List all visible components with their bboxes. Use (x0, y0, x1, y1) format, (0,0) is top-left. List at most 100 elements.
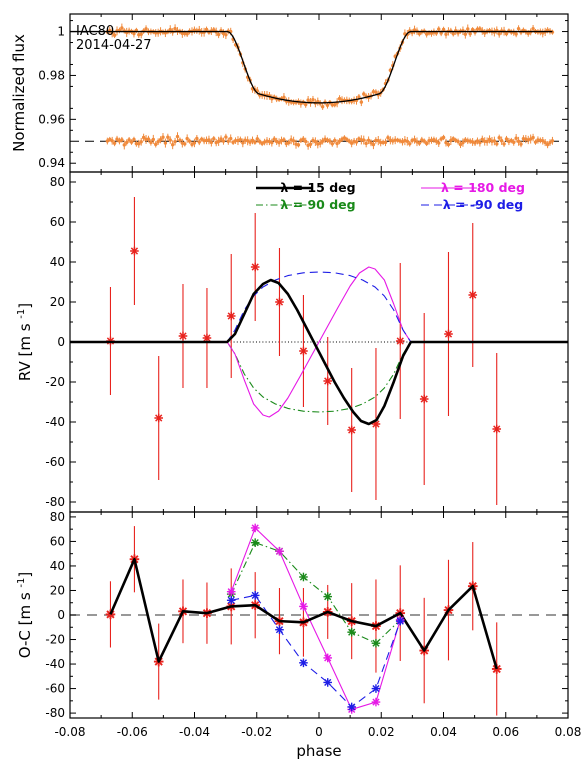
flux-point (451, 137, 455, 141)
rv-point (468, 290, 478, 300)
flux-point (212, 137, 216, 141)
rv-point (130, 246, 139, 256)
transit-model-curve (70, 30, 553, 104)
xtick-label: 0 (315, 725, 323, 739)
flux-point (337, 139, 342, 143)
star-stroke (492, 664, 501, 674)
oc-marker-lam90 (347, 627, 356, 637)
flux-point (362, 92, 366, 96)
xtick-label: -0.04 (179, 725, 210, 739)
flux-point (320, 139, 325, 143)
flux-point (287, 140, 291, 145)
flux-ytick-label: 0.96 (38, 112, 65, 126)
flux-point (270, 140, 274, 145)
flux-point (105, 139, 110, 143)
flux-point (509, 138, 514, 143)
star-stroke (251, 263, 259, 271)
flux-point (441, 27, 446, 32)
star-stroke (372, 639, 380, 647)
flux-point (291, 139, 296, 143)
flux-point (541, 139, 545, 143)
flux-point (519, 142, 523, 146)
star-stroke (179, 332, 187, 340)
flux-point (330, 103, 335, 107)
flux-point (497, 136, 501, 140)
flux-point (248, 140, 252, 144)
rv-ytick-label: -60 (45, 455, 65, 469)
flux-point (499, 139, 504, 143)
star-stroke (420, 395, 428, 403)
flux-point (333, 103, 337, 107)
star-stroke (275, 547, 284, 555)
oc-marker-lamm90 (226, 595, 236, 605)
flux-point (224, 33, 228, 37)
rv-model-lam90 (70, 341, 568, 413)
rv-ytick-label: 40 (50, 255, 65, 269)
oc-ytick-label: -20 (45, 633, 65, 647)
flux-point (226, 139, 230, 143)
rv-ylabel-close: ] (16, 303, 34, 309)
flux-point (120, 138, 124, 142)
flux-point (173, 26, 177, 31)
flux-point (444, 32, 448, 36)
oc-marker-lamm90 (299, 658, 308, 668)
rv-ytick-label: 60 (50, 215, 65, 229)
star-stroke (275, 298, 284, 306)
rv-point (226, 311, 236, 321)
star-stroke (299, 659, 308, 667)
flux-point (304, 102, 308, 107)
rv-point (275, 297, 284, 307)
flux-point (347, 139, 351, 143)
flux-point (531, 26, 535, 31)
flux-point (132, 137, 136, 142)
rv-ytick-label: 0 (57, 335, 65, 349)
rv-point (347, 425, 356, 435)
oc-ylabel-close: ] (16, 572, 34, 578)
flux-point (221, 139, 226, 143)
flux-point (144, 27, 148, 31)
oc-marker-lam180 (250, 523, 260, 533)
oc-ylabel: O-C [m s -1] (16, 572, 34, 659)
flux-point (185, 136, 189, 141)
flux-point (342, 136, 347, 140)
rv-ytick-label: -20 (45, 375, 65, 389)
flux-point (185, 32, 189, 36)
flux-point (495, 142, 499, 146)
flux-point (110, 139, 114, 143)
rv-model-lam180 (70, 266, 568, 418)
oc-series-line-lam15 (109, 557, 498, 670)
flux-series-residuals (105, 132, 555, 150)
flux-point (146, 137, 151, 141)
flux-point (311, 98, 315, 102)
rv-point (444, 329, 453, 339)
flux-point (163, 141, 168, 145)
oc-marker-lam90 (299, 572, 308, 582)
flux-point (366, 138, 371, 142)
flux-point (231, 140, 235, 145)
rv-point (492, 424, 502, 434)
rv-point (419, 394, 429, 404)
flux-point (199, 137, 204, 141)
flux-point (149, 140, 153, 145)
flux-point (441, 135, 446, 140)
star-stroke (324, 593, 332, 601)
instrument-label: IAC80 (76, 24, 114, 39)
flux-point (253, 140, 257, 144)
flux-point (272, 137, 276, 141)
star-stroke (227, 588, 235, 596)
flux-point (168, 138, 172, 142)
rv-point (323, 376, 333, 386)
star-stroke (493, 425, 501, 433)
star-stroke (324, 654, 332, 662)
flux-point (374, 138, 378, 143)
flux-point (456, 139, 460, 144)
flux-point (325, 103, 330, 107)
flux-point (139, 140, 143, 144)
star-stroke (324, 678, 332, 687)
flux-point (475, 139, 480, 143)
rv-ytick-label: -80 (45, 495, 65, 509)
flux-point (313, 139, 318, 144)
flux-point (112, 141, 117, 145)
flux-point (282, 138, 286, 142)
flux-point (137, 142, 141, 146)
